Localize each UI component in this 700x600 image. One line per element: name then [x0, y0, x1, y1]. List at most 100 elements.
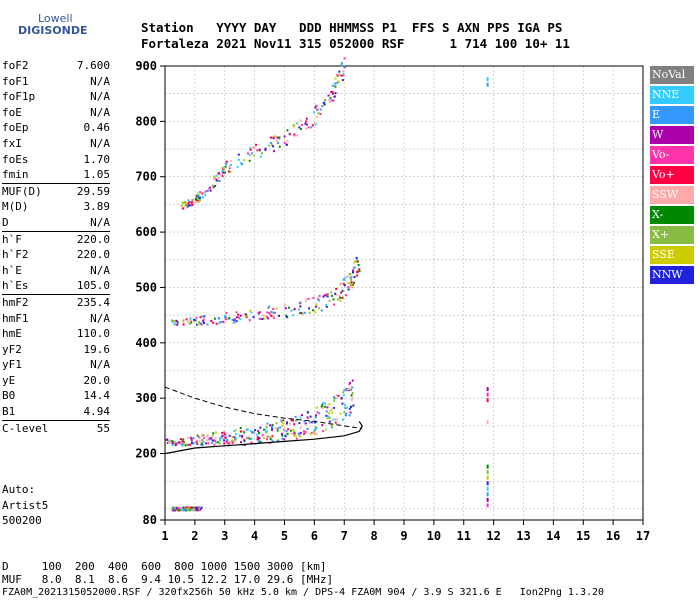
echo-point	[211, 441, 214, 444]
echo-point	[198, 320, 201, 323]
echo-point	[231, 436, 234, 439]
echo-point	[256, 433, 259, 436]
echo-point	[325, 410, 328, 413]
header-labels: Station YYYY DAY DDD HHMMSS P1 FFS S AXN…	[141, 20, 563, 35]
y-tick-label: 600	[135, 225, 157, 239]
echo-point	[287, 428, 290, 431]
echo-point	[297, 308, 300, 311]
echo-point	[328, 99, 331, 102]
echo-point	[309, 415, 312, 418]
echo-point	[213, 439, 216, 442]
echo-point	[245, 429, 248, 432]
echo-point	[351, 386, 354, 389]
echo-point	[266, 311, 269, 314]
echo-point	[342, 282, 345, 285]
echo-point	[318, 412, 321, 415]
echo-point	[351, 396, 354, 399]
echo-point	[205, 439, 208, 442]
echo-point	[223, 439, 226, 442]
param-row: hmF2 235.4	[2, 293, 110, 311]
echo-point	[351, 392, 354, 395]
echo-point	[347, 288, 350, 291]
echo-point	[217, 179, 220, 182]
echo-point	[212, 175, 215, 178]
echo-point	[299, 435, 302, 438]
echo-point	[293, 308, 296, 311]
echo-point	[190, 508, 193, 511]
echo-point	[197, 509, 200, 512]
echo-point	[317, 297, 320, 300]
param-name: yF2	[2, 342, 22, 356]
echo-point	[206, 434, 209, 437]
echo-point	[341, 289, 344, 292]
echo-point	[278, 145, 281, 148]
echo-point	[189, 317, 192, 320]
param-value: 110.0	[76, 327, 110, 341]
echo-point	[333, 397, 336, 400]
echo-point	[314, 416, 317, 419]
echo-point	[192, 508, 195, 511]
param-value: N/A	[90, 358, 110, 372]
param-value: 1.70	[83, 152, 111, 166]
echo-point	[178, 509, 181, 512]
echo-point	[186, 205, 189, 208]
echo-point	[345, 294, 348, 297]
param-value: N/A	[90, 215, 110, 229]
echo-point	[350, 282, 353, 285]
echo-point	[280, 419, 283, 422]
y-tick-label: 200	[135, 447, 157, 461]
param-value: 14.4	[83, 389, 111, 403]
echo-point	[208, 187, 211, 190]
echo-point	[203, 191, 206, 194]
echo-point	[245, 437, 248, 440]
echo-point	[261, 434, 264, 437]
echo-point	[332, 303, 335, 306]
echo-point	[284, 304, 287, 307]
echo-point	[337, 394, 340, 397]
echo-point	[209, 189, 212, 192]
echo-point	[352, 271, 355, 274]
echo-point	[202, 440, 205, 443]
echo-point	[201, 434, 204, 437]
echo-point	[336, 298, 339, 301]
param-value: 20.0	[83, 373, 111, 387]
echo-point	[334, 77, 337, 80]
echo-point	[214, 175, 217, 178]
echo-point	[217, 172, 220, 175]
param-row: D N/A	[2, 215, 110, 231]
legend-item-w: W	[650, 126, 694, 144]
echo-point	[330, 424, 333, 427]
echo-point	[348, 383, 351, 386]
echo-point	[200, 442, 203, 445]
echo-point	[350, 394, 353, 397]
echo-point	[302, 430, 305, 433]
echo-point	[334, 292, 337, 295]
echo-point	[199, 195, 202, 198]
echo-point	[322, 101, 325, 104]
echo-point	[223, 442, 226, 445]
echo-point	[242, 430, 245, 433]
echo-point	[307, 417, 310, 420]
echo-point	[250, 430, 253, 433]
echo-point	[226, 160, 229, 163]
echo-point	[174, 506, 177, 509]
echo-point	[310, 431, 313, 434]
echo-point	[171, 320, 174, 323]
echo-point	[198, 197, 201, 200]
echo-point	[321, 404, 324, 407]
echo-point	[353, 266, 356, 269]
echo-point	[215, 178, 218, 181]
echo-point	[173, 322, 176, 325]
echo-point	[486, 470, 489, 475]
echo-point	[351, 283, 354, 286]
echo-point	[268, 436, 271, 439]
echo-point	[241, 435, 244, 438]
echo-point	[292, 428, 295, 431]
echo-point	[299, 128, 302, 131]
echo-point	[277, 427, 280, 430]
echo-point	[326, 293, 329, 296]
echo-point	[194, 319, 197, 322]
legend-item-vo: Vo+	[650, 166, 694, 184]
echo-point	[293, 430, 296, 433]
